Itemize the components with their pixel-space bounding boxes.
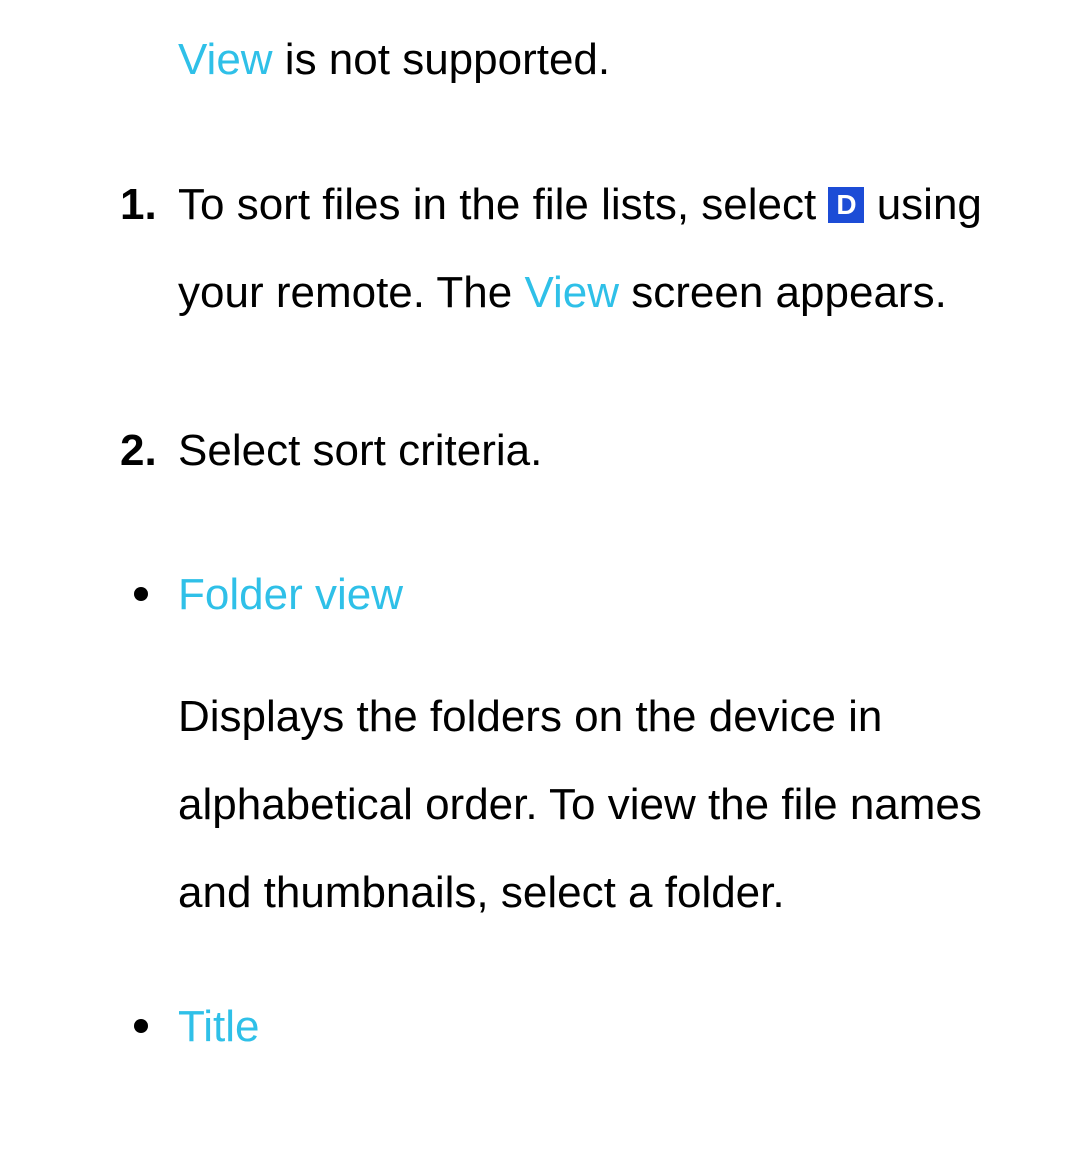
- d-button-icon: D: [828, 187, 864, 223]
- step-2-text: Select sort criteria.: [178, 426, 542, 475]
- option-title-label: Title: [178, 1002, 260, 1051]
- intro-highlight: View: [178, 35, 273, 84]
- step-1-post: screen appears.: [619, 268, 947, 317]
- option-folder-view-title: Folder view: [178, 565, 1040, 624]
- option-title: Title: [120, 997, 1040, 1056]
- step-2: Select sort criteria.: [120, 407, 1040, 495]
- step-1-pre: To sort files in the file lists, select: [178, 180, 828, 229]
- option-folder-view-body: Displays the folders on the device in al…: [178, 692, 982, 917]
- intro-line: View is not supported.: [178, 30, 1040, 89]
- options-list: Folder view Displays the folders on the …: [120, 565, 1040, 1056]
- step-1-highlight: View: [524, 268, 619, 317]
- numbered-steps: To sort files in the file lists, select …: [120, 161, 1040, 495]
- step-1: To sort files in the file lists, select …: [120, 161, 1040, 337]
- intro-tail: is not supported.: [273, 35, 611, 84]
- option-folder-view: Folder view Displays the folders on the …: [120, 565, 1040, 936]
